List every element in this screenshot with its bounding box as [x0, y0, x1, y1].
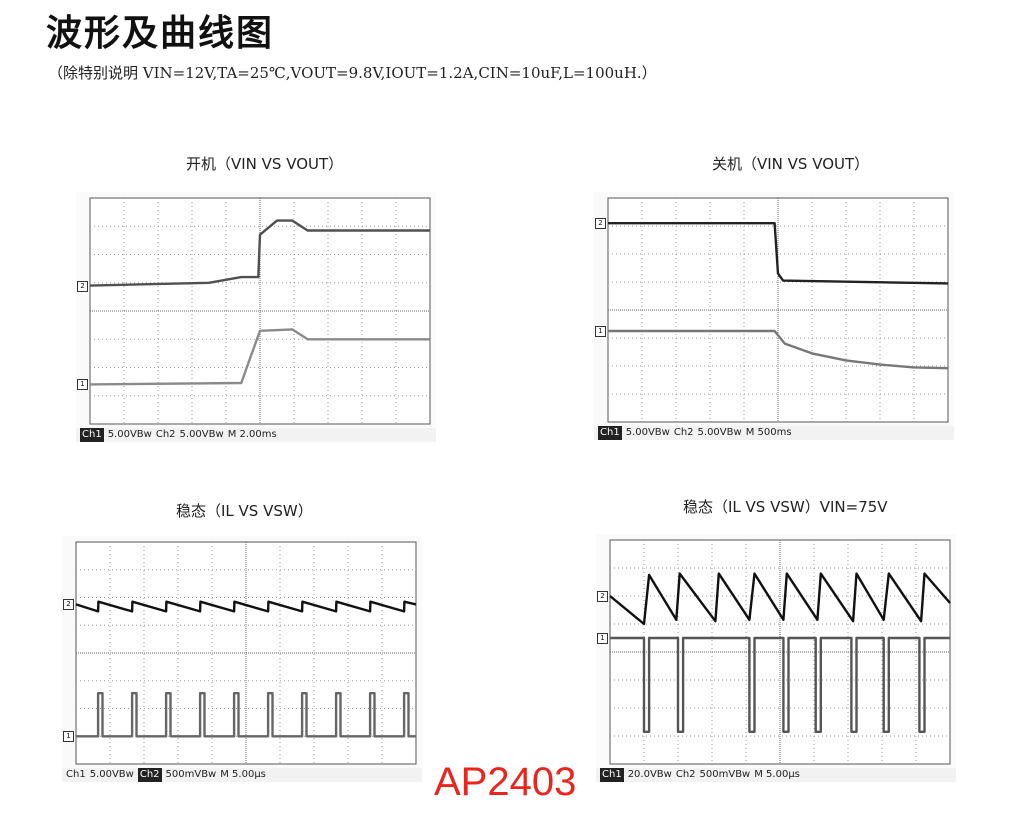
scope-screen	[607, 197, 949, 423]
scope-readout: Ch1 20.0VBw Ch2 500mVBw M 5.00μs	[596, 768, 956, 782]
scope-title-steady: 稳态（IL VS VSW）	[176, 502, 313, 520]
channel-marker: 2	[77, 280, 88, 292]
readout-field: Ch1	[80, 428, 104, 442]
trace-ch1	[609, 572, 951, 626]
scope-steady: 2 1 Ch1 5.00VBw Ch2 500mVBw M 5.00μs	[62, 536, 422, 782]
scope-readout: Ch1 5.00VBw Ch2 5.00VBw M 500ms	[594, 426, 954, 440]
readout-field: M 5.00μs	[220, 769, 266, 780]
scope-readout: Ch1 5.00VBw Ch2 5.00VBw M 2.00ms	[76, 428, 436, 442]
readout-field: Ch2	[673, 427, 694, 438]
trace-ch1	[75, 600, 417, 613]
test-conditions: （除特别说明 VIN=12V,TA=25℃,VOUT=9.8V,IOUT=1.2…	[48, 64, 657, 82]
channel-marker: 2	[595, 218, 606, 230]
scope-title-startup: 开机（VIN VS VOUT）	[186, 155, 344, 173]
channel-marker: 1	[63, 731, 74, 743]
scope-screen	[89, 197, 431, 425]
readout-field: 5.00VBw	[107, 429, 152, 440]
trace-ch1	[89, 219, 430, 287]
readout-field: 5.00VBw	[625, 427, 670, 438]
readout-field: M 5.00μs	[754, 769, 800, 780]
trace-ch2	[610, 636, 950, 734]
readout-field: 500mVBw	[165, 769, 217, 780]
scope-readout: Ch1 5.00VBw Ch2 500mVBw M 5.00μs	[62, 768, 422, 782]
readout-field: 5.00VBw	[89, 769, 134, 780]
channel-marker: 1	[77, 379, 88, 391]
readout-field: M 500ms	[745, 427, 792, 438]
scope-title-shutdown: 关机（VIN VS VOUT）	[712, 155, 870, 173]
readout-field: 500mVBw	[699, 769, 751, 780]
scope-shutdown: 2 1 Ch1 5.00VBw Ch2 5.00VBw M 500ms	[594, 192, 954, 440]
scope-startup: 2 1 Ch1 5.00VBw Ch2 5.00VBw M 2.00ms	[76, 192, 436, 442]
brand-label: AP2403	[434, 760, 577, 804]
trace-ch1	[608, 222, 949, 285]
scope-screen	[75, 541, 417, 765]
readout-field: Ch1	[66, 769, 86, 780]
channel-marker: 2	[63, 599, 74, 611]
scope-title-steady-75v: 稳态（IL VS VSW）VIN=75V	[683, 498, 888, 516]
readout-field: 20.0VBw	[627, 769, 672, 780]
trace-ch2	[76, 691, 416, 738]
trace-ch2	[89, 328, 430, 386]
readout-field: Ch1	[600, 768, 624, 782]
channel-marker: 1	[595, 326, 606, 337]
scope-screen	[609, 539, 951, 765]
readout-field: 5.00VBw	[697, 427, 742, 438]
readout-field: Ch2	[675, 769, 696, 780]
readout-field: 5.00VBw	[179, 429, 224, 440]
scope-steady-75v: 2 1 Ch1 20.0VBw Ch2 500mVBw M 5.00μs	[596, 534, 956, 782]
trace-ch2	[608, 329, 949, 370]
readout-field: Ch2	[155, 429, 176, 440]
readout-field: M 2.00ms	[227, 429, 277, 440]
channel-marker: 2	[597, 591, 608, 602]
channel-marker: 1	[597, 633, 608, 644]
readout-field: Ch1	[598, 426, 622, 440]
page-title: 波形及曲线图	[46, 13, 275, 54]
readout-field: Ch2	[137, 768, 162, 782]
